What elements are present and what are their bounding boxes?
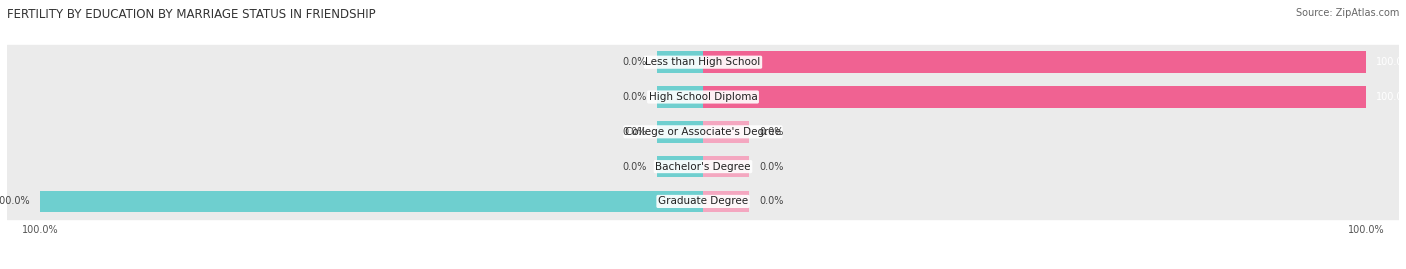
Text: 0.0%: 0.0% (623, 127, 647, 137)
Bar (703, 86, 1365, 108)
Bar (7, 184, 1399, 219)
Text: Less than High School: Less than High School (645, 57, 761, 67)
Text: Bachelor's Degree: Bachelor's Degree (655, 162, 751, 172)
Bar (703, 51, 1365, 73)
Bar (7, 80, 1399, 114)
Text: Source: ZipAtlas.com: Source: ZipAtlas.com (1295, 8, 1399, 18)
Bar (703, 121, 749, 143)
Text: High School Diploma: High School Diploma (648, 92, 758, 102)
Bar (703, 156, 749, 178)
Text: 0.0%: 0.0% (759, 127, 783, 137)
Text: 100.0%: 100.0% (1376, 57, 1406, 67)
Bar (703, 191, 749, 212)
Bar (41, 191, 703, 212)
Bar (7, 45, 1399, 80)
Bar (7, 149, 1399, 184)
Bar (657, 51, 703, 73)
Text: College or Associate's Degree: College or Associate's Degree (626, 127, 780, 137)
Bar (657, 156, 703, 178)
Text: Graduate Degree: Graduate Degree (658, 196, 748, 206)
Text: 0.0%: 0.0% (623, 162, 647, 172)
Text: 0.0%: 0.0% (759, 162, 783, 172)
Bar (657, 121, 703, 143)
Text: 100.0%: 100.0% (0, 196, 30, 206)
Text: 0.0%: 0.0% (759, 196, 783, 206)
Text: 0.0%: 0.0% (623, 57, 647, 67)
Text: 0.0%: 0.0% (623, 92, 647, 102)
Bar (657, 86, 703, 108)
Bar (7, 114, 1399, 149)
Text: 100.0%: 100.0% (1376, 92, 1406, 102)
Text: FERTILITY BY EDUCATION BY MARRIAGE STATUS IN FRIENDSHIP: FERTILITY BY EDUCATION BY MARRIAGE STATU… (7, 8, 375, 21)
